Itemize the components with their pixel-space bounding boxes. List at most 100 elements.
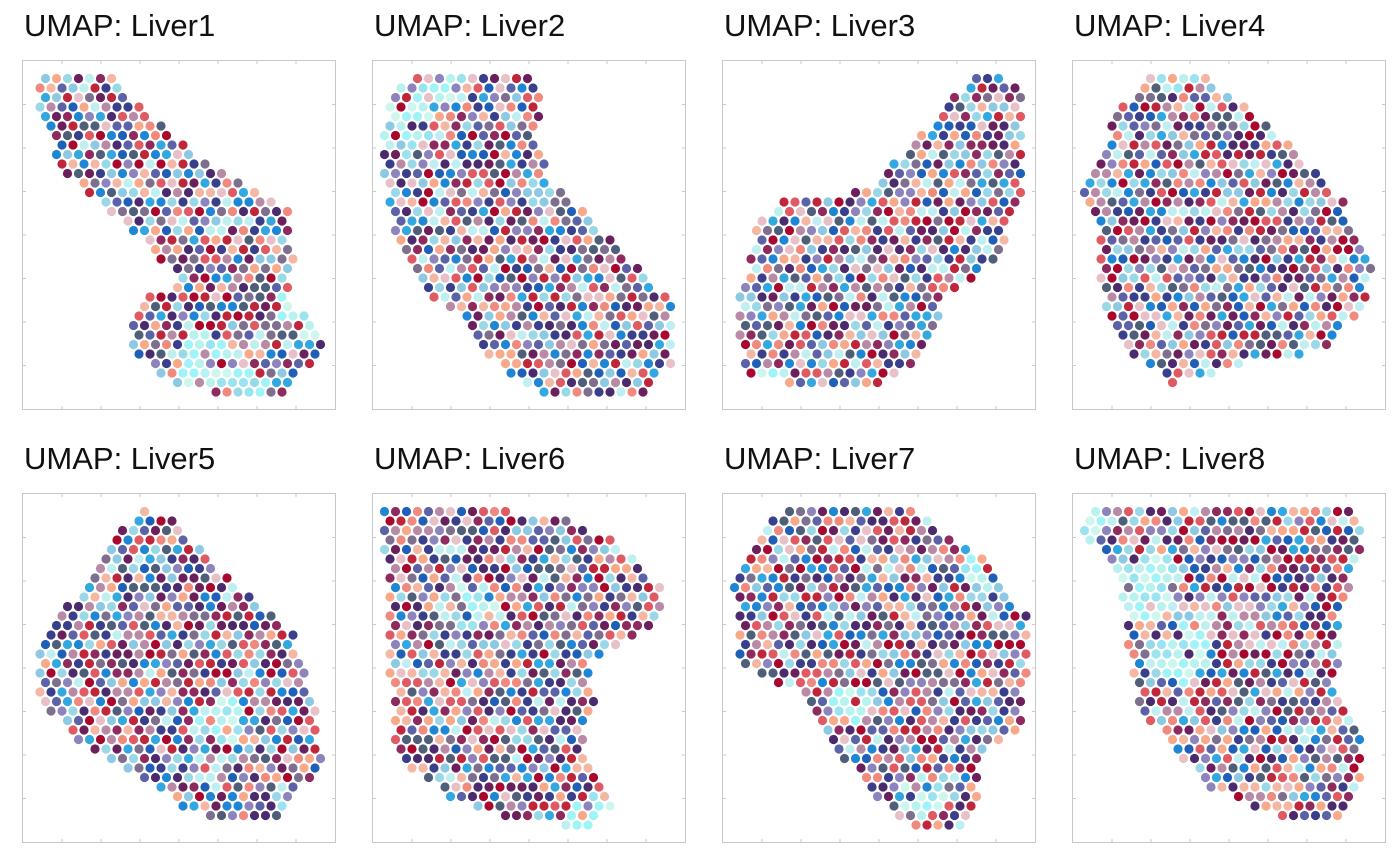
scatter-point [856,254,866,264]
scatter-point [462,744,472,754]
scatter-point [911,744,921,754]
scatter-point [517,592,527,602]
scatter-point [773,601,784,612]
scatter-point [139,639,150,650]
scatter-point [178,535,188,545]
scatter-point [889,516,899,526]
scatter-point [839,301,850,312]
scatter-point [1010,611,1020,621]
scatter-point [462,668,472,678]
scatter-point [806,639,817,650]
scatter-point [1222,563,1233,574]
scatter-point [1211,168,1222,179]
scatter-point [462,102,472,112]
scatter-point [746,330,756,340]
scatter-point [139,753,150,764]
scatter-point [522,620,533,631]
scatter-point [1145,301,1156,312]
scatter-point [577,582,588,593]
scatter-point [773,677,784,688]
scatter-point [304,734,315,745]
scatter-point [1266,582,1277,593]
scatter-point [916,677,927,688]
scatter-point [1178,263,1189,274]
scatter-point [1272,273,1282,283]
scatter-point [773,620,784,631]
scatter-point [172,544,183,555]
scatter-point [1338,535,1348,545]
scatter-point [282,715,293,726]
scatter-point [850,620,861,631]
scatter-point [150,677,161,688]
panel-title: UMAP: Liver6 [374,441,566,476]
scatter-point [1261,159,1271,169]
scatter-point [878,330,888,340]
scatter-point [916,168,927,179]
scatter-point [51,73,62,84]
scatter-point [407,573,417,583]
scatter-point [211,216,221,226]
scatter-point [1206,649,1216,659]
scatter-point [922,235,932,245]
scatter-point [555,696,566,707]
scatter-point [638,573,648,583]
scatter-point [90,121,100,131]
scatter-point [845,744,855,754]
scatter-point [167,368,177,378]
scatter-point [1134,225,1145,236]
scatter-point [1233,506,1244,517]
scatter-point [233,611,243,621]
scatter-point [445,677,456,688]
scatter-point [260,753,271,764]
scatter-point [1294,554,1304,564]
scatter-point [1228,535,1238,545]
scatter-point [1288,753,1299,764]
scatter-point [90,649,100,659]
scatter-point [271,301,282,312]
scatter-point [255,782,265,792]
scatter-point [834,687,844,697]
scatter-point [200,763,210,773]
scatter-point [194,544,205,555]
scatter-point [194,620,205,631]
scatter-point [1189,696,1200,707]
scatter-point [511,92,522,103]
scatter-point [145,649,155,659]
scatter-point [227,658,238,669]
scatter-point [189,801,199,811]
scatter-point [1184,216,1194,226]
scatter-point [627,630,637,640]
scatter-point [440,140,450,150]
scatter-point [1349,725,1359,735]
scatter-point [1123,149,1134,160]
scatter-point [500,320,511,331]
scatter-point [178,801,188,811]
scatter-point [1107,554,1117,564]
scatter-point [423,187,434,198]
scatter-point [401,677,412,688]
scatter-point [101,630,111,640]
scatter-point [194,791,205,802]
scatter-point [1123,168,1134,179]
scatter-point [605,368,615,378]
scatter-point [511,111,522,122]
scatter-point [971,149,982,160]
scatter-point [194,168,205,179]
scatter-point [916,244,927,255]
scatter-point [511,601,522,612]
scatter-point [211,178,221,188]
scatter-point [489,563,500,574]
scatter-point [544,206,555,217]
scatter-point [495,349,505,359]
scatter-point [304,753,315,764]
scatter-point [1321,791,1332,802]
scatter-point [511,639,522,650]
scatter-point [533,525,544,536]
scatter-point [883,658,894,669]
scatter-point [605,387,615,397]
scatter-point [1010,725,1020,735]
scatter-point [1255,225,1266,236]
scatter-point [156,611,166,621]
scatter-point [812,611,822,621]
scatter-point [1316,273,1326,283]
